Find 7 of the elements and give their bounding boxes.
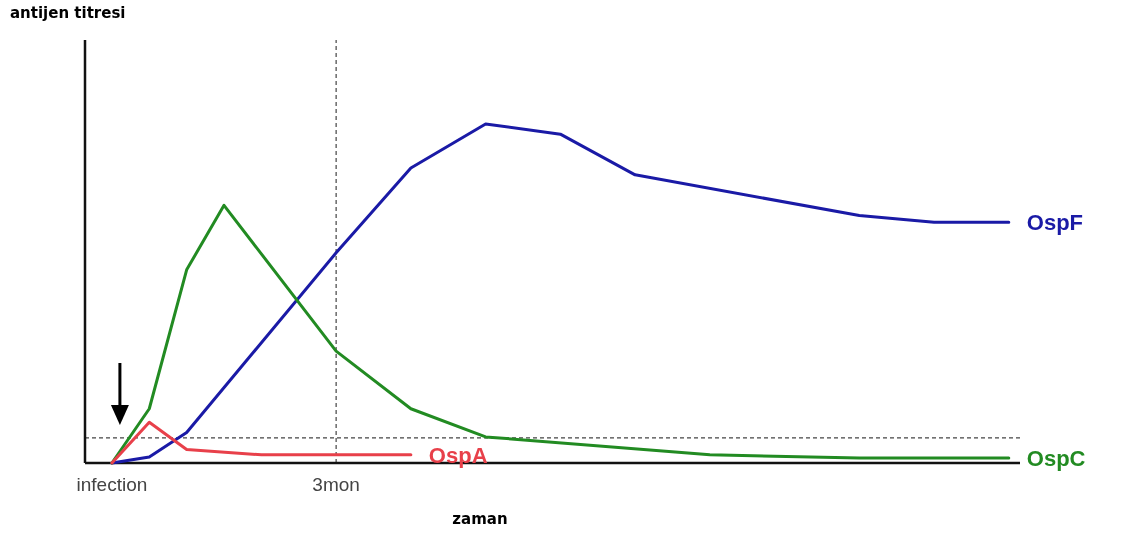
text: antijen titresi bbox=[10, 4, 126, 22]
series-label: OspA bbox=[428, 442, 488, 468]
x-tick-label: infection bbox=[76, 474, 148, 495]
x-tick-label: 3mon bbox=[312, 474, 360, 495]
series-label: OspC bbox=[1026, 445, 1086, 471]
series-label: OspF bbox=[1026, 210, 1084, 236]
x-axis-title: zaman bbox=[452, 510, 508, 528]
